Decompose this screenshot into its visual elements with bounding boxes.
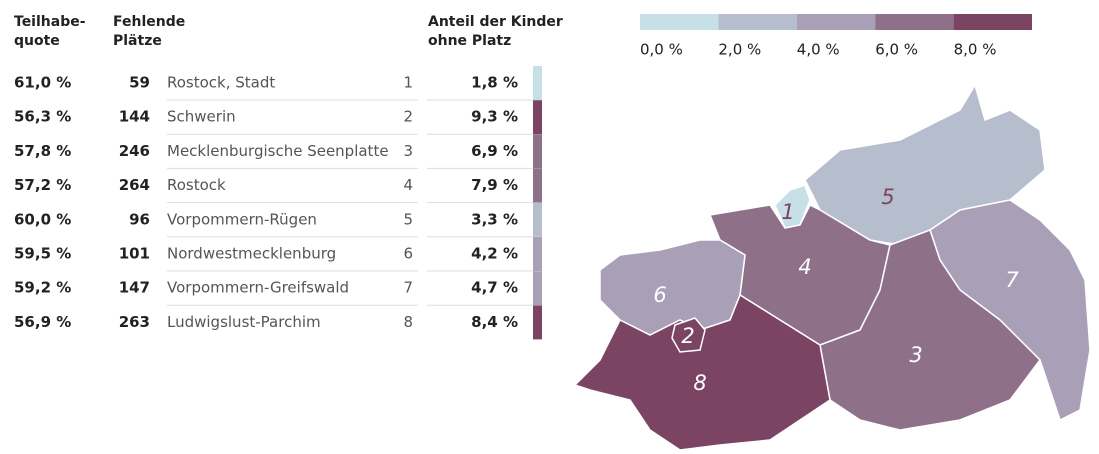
legend-swatch xyxy=(718,14,797,30)
share-swatch xyxy=(533,202,542,237)
region xyxy=(819,229,1041,431)
legend-label: 6,0 % xyxy=(875,41,918,59)
share: 4,2 % xyxy=(471,245,518,263)
share: 3,3 % xyxy=(471,210,518,228)
district: Nordwestmecklenburg xyxy=(167,245,336,263)
region-label: 3 xyxy=(909,343,922,367)
share: 6,9 % xyxy=(471,142,518,160)
legend-label: 0,0 % xyxy=(640,41,683,59)
share: 4,7 % xyxy=(471,279,518,297)
region xyxy=(671,317,706,353)
region-label: 7 xyxy=(1005,268,1019,292)
legend-label: 2,0 % xyxy=(718,41,761,59)
share-swatch xyxy=(533,237,542,271)
share: 1,8 % xyxy=(471,74,518,92)
quote: 61,0 % xyxy=(14,74,71,92)
number: 8 xyxy=(403,313,413,331)
number: 5 xyxy=(403,210,413,228)
quote: 59,2 % xyxy=(14,279,71,297)
places: 144 xyxy=(119,108,150,126)
legend-swatch xyxy=(796,14,876,30)
legend-label: 4,0 % xyxy=(797,41,840,59)
district: Ludwigslust-Parchim xyxy=(167,313,321,331)
share-swatch xyxy=(533,271,542,306)
places: 246 xyxy=(119,142,150,160)
region-label: 1 xyxy=(781,200,794,224)
quote: 57,2 % xyxy=(14,176,71,194)
share-swatch xyxy=(533,134,542,169)
number: 3 xyxy=(403,142,413,160)
places: 59 xyxy=(129,74,150,92)
number: 1 xyxy=(403,74,413,92)
share-swatch xyxy=(533,100,542,135)
district: Rostock xyxy=(167,176,226,194)
number: 4 xyxy=(403,176,413,194)
region-label: 8 xyxy=(693,371,706,395)
region xyxy=(573,293,831,451)
quote: 56,3 % xyxy=(14,108,71,126)
share-swatch xyxy=(533,66,542,100)
header: Anteil der Kinder ohne Platz xyxy=(428,14,563,49)
district: Rostock, Stadt xyxy=(167,74,275,92)
places: 101 xyxy=(119,245,150,263)
region-label: 5 xyxy=(881,185,894,209)
number: 2 xyxy=(403,108,413,126)
share: 7,9 % xyxy=(471,176,518,194)
share-swatch xyxy=(533,168,542,203)
region-label: 6 xyxy=(653,283,666,307)
header: Teilhabe-quote xyxy=(14,14,86,49)
share: 9,3 % xyxy=(471,108,518,126)
places: 263 xyxy=(119,313,150,331)
region-label: 2 xyxy=(681,324,694,348)
district: Vorpommern-Rügen xyxy=(167,210,317,228)
places: 147 xyxy=(119,279,150,297)
quote: 56,9 % xyxy=(14,313,71,331)
number: 7 xyxy=(403,279,413,297)
share-swatch xyxy=(533,305,542,340)
region-label: 4 xyxy=(798,255,811,279)
legend-swatch xyxy=(953,14,1032,30)
places: 264 xyxy=(119,176,150,194)
share: 8,4 % xyxy=(471,313,518,331)
legend-swatch xyxy=(640,14,719,30)
district: Mecklenburgische Seenplatte xyxy=(167,142,389,160)
quote: 57,8 % xyxy=(14,142,71,160)
district: Vorpommern-Greifswald xyxy=(167,279,349,297)
number: 6 xyxy=(403,245,413,263)
header: Fehlende Plätze xyxy=(113,14,185,49)
quote: 59,5 % xyxy=(14,245,71,263)
district: Schwerin xyxy=(167,108,236,126)
quote: 60,0 % xyxy=(14,210,71,228)
places: 96 xyxy=(129,210,150,228)
legend-swatch xyxy=(875,14,954,30)
legend-label: 8,0 % xyxy=(954,41,997,59)
